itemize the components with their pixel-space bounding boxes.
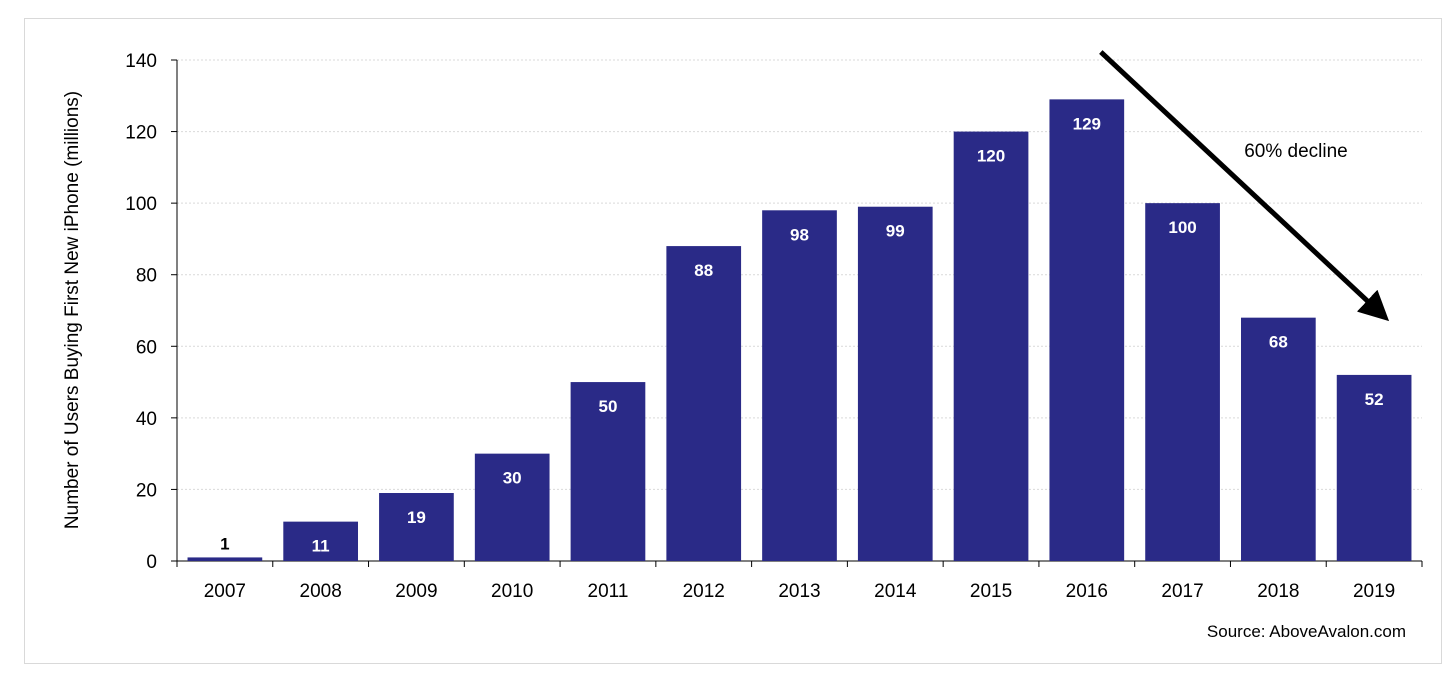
data-label-2016: 129 <box>1073 114 1101 133</box>
x-tick-label: 2017 <box>1161 581 1203 602</box>
bar-2015 <box>953 131 1029 562</box>
data-label-2011: 50 <box>599 397 618 416</box>
y-tick-label: 40 <box>136 409 157 430</box>
data-label-2009: 19 <box>407 508 426 527</box>
y-tick-label: 140 <box>125 51 157 72</box>
y-tick-label: 0 <box>146 552 157 573</box>
x-tick-label: 2010 <box>491 581 533 602</box>
bar-2007 <box>187 557 263 561</box>
x-tick-label: 2012 <box>683 581 725 602</box>
data-label-2014: 99 <box>886 222 905 241</box>
bar-2016 <box>1049 99 1125 561</box>
bar-2014 <box>857 206 933 561</box>
bar-2011 <box>570 382 646 561</box>
data-label-2008: 11 <box>312 537 330 556</box>
bar-2010 <box>474 453 550 561</box>
x-tick-label: 2014 <box>874 581 917 602</box>
source-note: Source: AboveAvalon.com <box>1206 622 1406 641</box>
x-tick-label: 2007 <box>204 581 246 602</box>
data-label-2015: 120 <box>977 147 1005 166</box>
data-label-2012: 88 <box>694 261 713 280</box>
annotation: 60% decline <box>1099 50 1390 322</box>
bar-2018 <box>1240 317 1316 561</box>
bar-2013 <box>762 210 837 562</box>
decline-arrow <box>1099 50 1390 322</box>
bar-2017 <box>1145 203 1220 561</box>
y-tick-label: 60 <box>136 337 157 358</box>
data-label-2019: 52 <box>1365 390 1384 409</box>
x-tick-label: 2013 <box>778 581 820 602</box>
y-tick-label: 120 <box>125 123 157 144</box>
y-tick-label: 80 <box>136 266 157 287</box>
data-label-2017: 100 <box>1168 218 1196 237</box>
bar-2009 <box>379 493 454 561</box>
labels: 0 20 40 60 80 100 120 140 2007 1 2008 11 2009 19 2010 3… <box>125 51 1395 602</box>
y-tick-label: 20 <box>136 480 157 501</box>
x-tick-label: 2011 <box>588 581 629 602</box>
bar-2019 <box>1336 374 1412 561</box>
x-tick-label: 2008 <box>300 581 342 602</box>
data-label-2018: 68 <box>1269 333 1288 352</box>
data-label-2007: 1 <box>220 534 229 553</box>
bar-2008 <box>283 521 359 561</box>
x-tick-label: 2016 <box>1066 581 1108 602</box>
x-tick-label: 2019 <box>1353 581 1395 602</box>
bars <box>187 99 1412 562</box>
x-tick-label: 2009 <box>395 581 437 602</box>
y-tick-label: 100 <box>125 194 157 215</box>
x-tick-label: 2018 <box>1257 581 1299 602</box>
decline-annotation: 60% decline <box>1244 141 1348 162</box>
data-label-2013: 98 <box>790 225 809 244</box>
data-label-2010: 30 <box>503 469 522 488</box>
bar-2012 <box>666 246 742 562</box>
y-axis-title: Number of Users Buying First New iPhone … <box>62 91 83 529</box>
x-tick-label: 2015 <box>970 581 1012 602</box>
